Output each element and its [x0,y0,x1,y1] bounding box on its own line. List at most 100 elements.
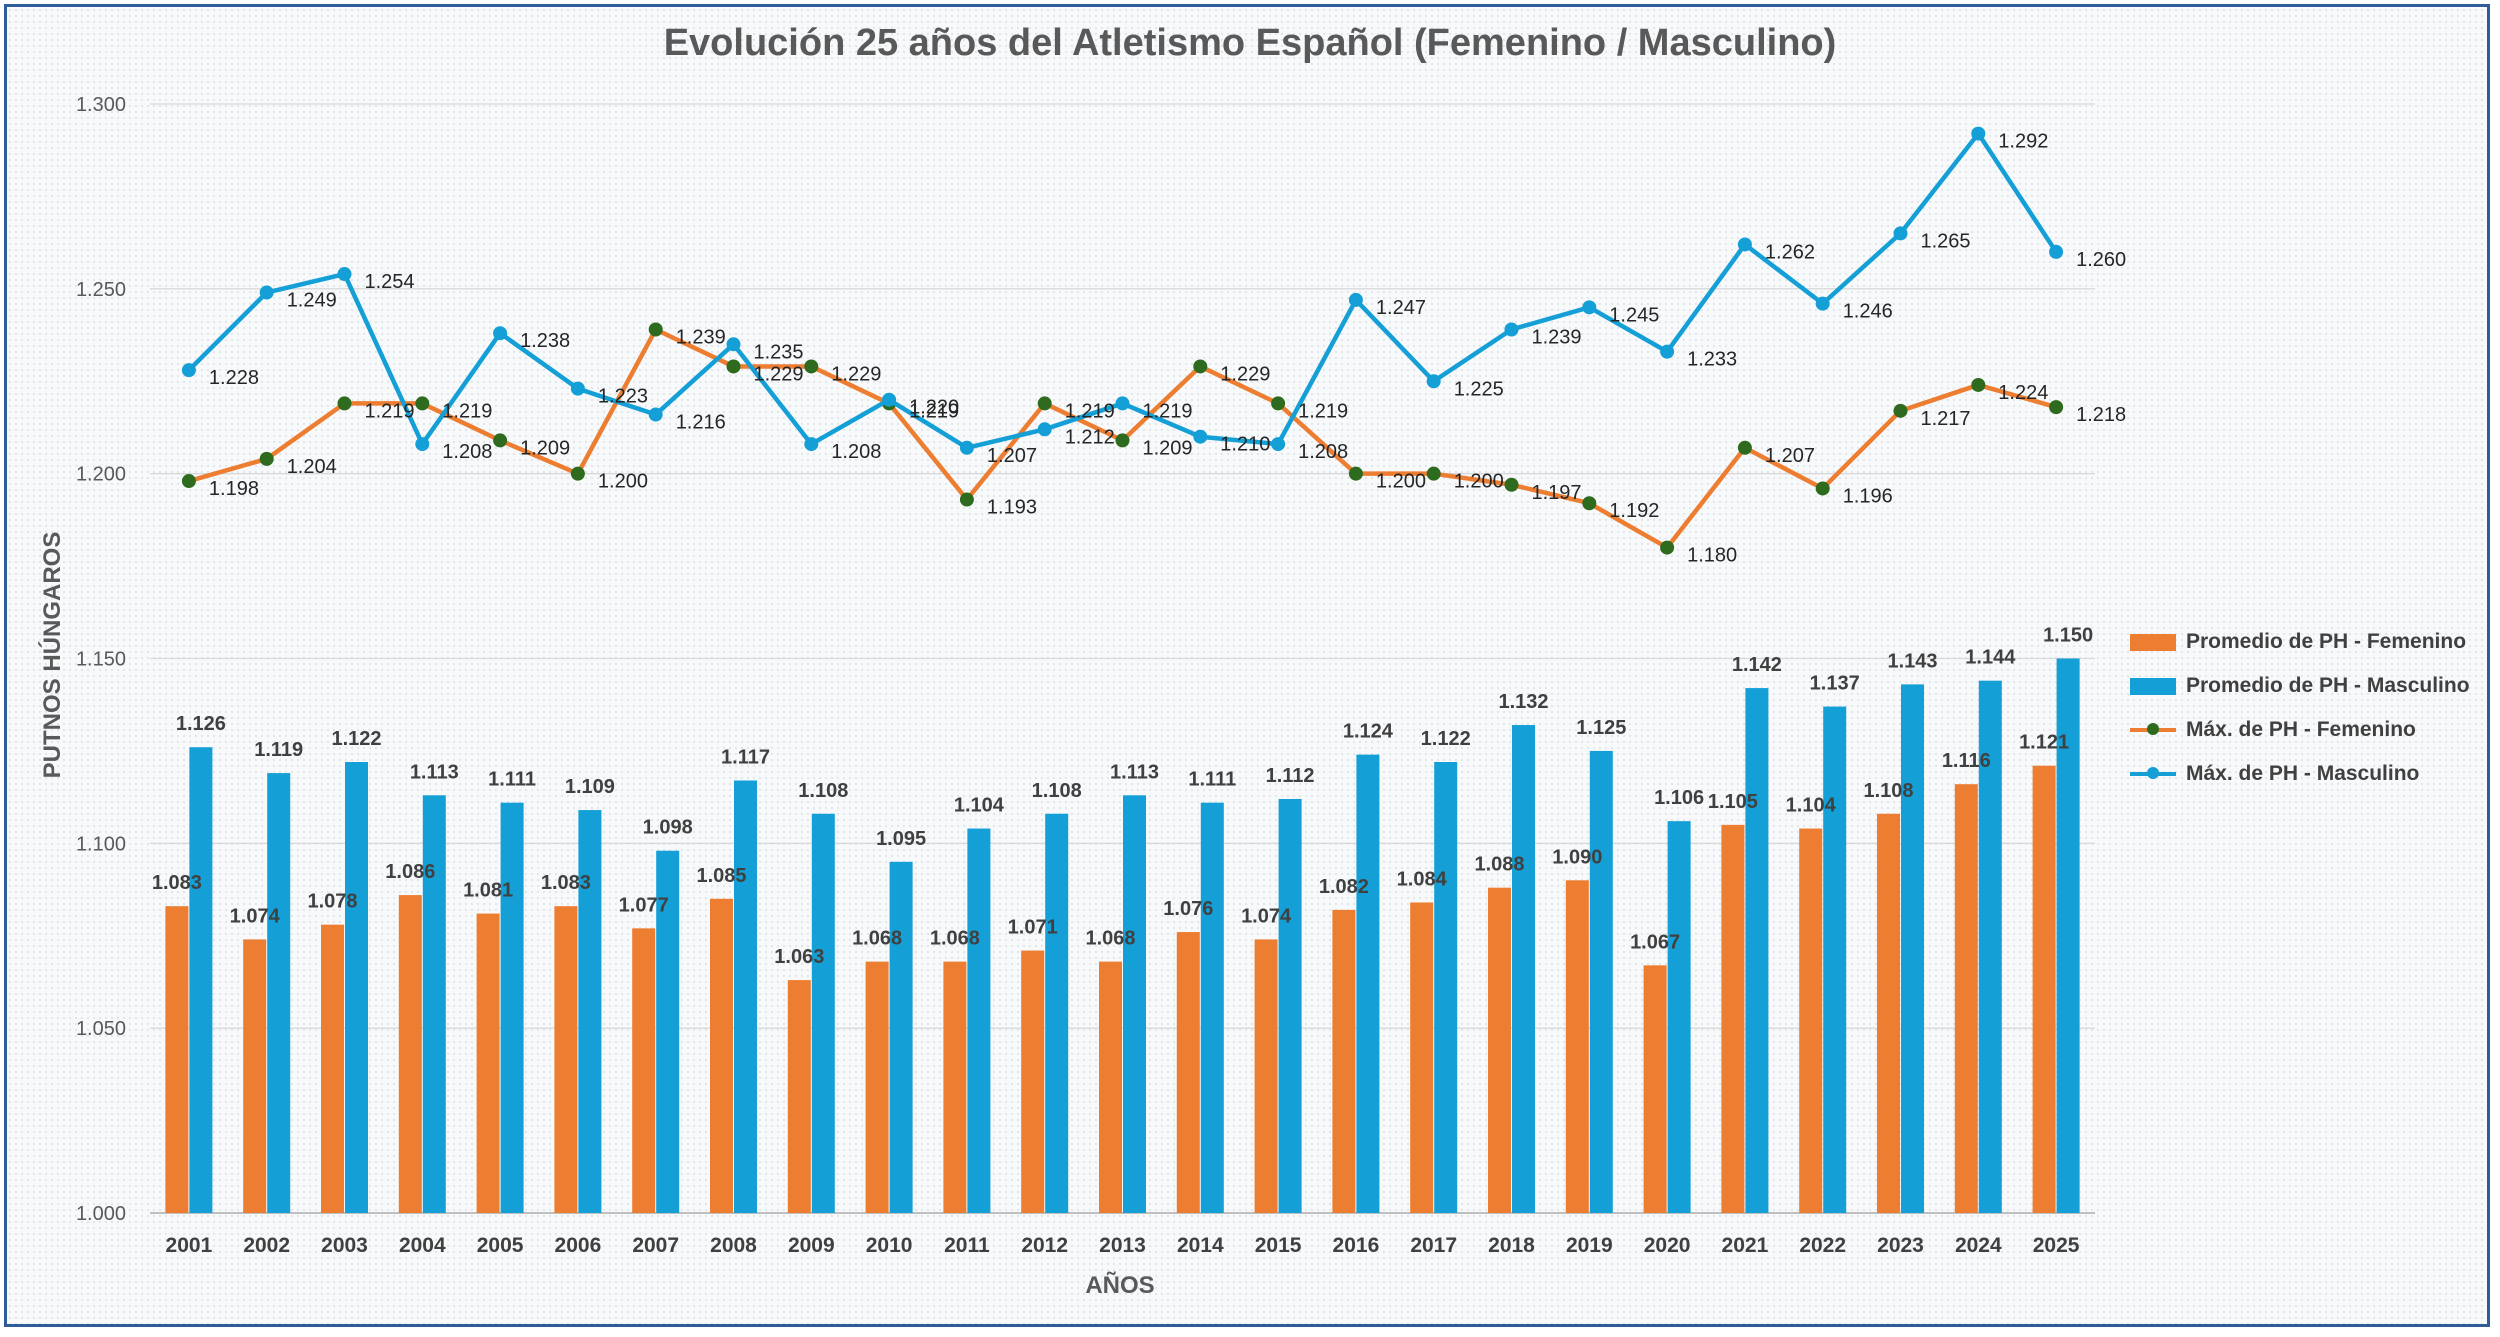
x-tick-label: 2016 [1333,1234,1380,1257]
bar-label-femenino: 1.068 [1085,928,1135,950]
bar-femenino [1565,880,1589,1213]
point-max-femenino [2049,400,2064,415]
bar-masculino [1045,813,1069,1213]
bar-label-femenino: 1.088 [1474,854,1524,876]
point-max-masculino [1115,396,1130,411]
point-max-masculino [804,437,819,452]
x-tick-label: 2006 [555,1234,602,1257]
line-label-femenino: 1.197 [1532,482,1582,504]
bar-masculino [1434,762,1458,1213]
line-label-masculino: 1.216 [676,412,726,434]
line-label-masculino: 1.238 [520,330,570,352]
y-tick-label: 1.300 [76,94,126,116]
x-tick-label: 2017 [1410,1234,1457,1257]
line-label-femenino: 1.204 [287,456,337,478]
legend-item[interactable]: Promedio de PH - Femenino [2130,620,2470,664]
bar-masculino [1356,754,1380,1213]
bar-femenino [321,924,344,1213]
bar-femenino [1176,932,1200,1213]
bar-label-masculino: 1.143 [1887,650,1937,672]
bar-masculino [1589,750,1613,1213]
bar-masculino [889,861,913,1213]
legend-item[interactable]: Promedio de PH - Masculino [2130,664,2470,708]
bar-label-femenino: 1.116 [1942,750,1991,772]
legend-item[interactable]: Máx. de PH - Masculino [2130,752,2470,796]
bar-masculino [1667,821,1691,1213]
point-max-masculino [648,407,663,422]
bar-label-masculino: 1.117 [721,746,770,768]
point-max-femenino [1115,433,1130,448]
bar-label-femenino: 1.083 [152,872,202,894]
bar-label-femenino: 1.090 [1552,846,1602,868]
bar-masculino [1512,725,1535,1213]
bar-masculino [578,810,602,1213]
point-max-femenino [1504,477,1519,492]
bar-masculino [1978,680,2002,1213]
bar-label-masculino: 1.104 [954,795,1005,817]
line-label-femenino: 1.180 [1687,545,1737,567]
gridlines [150,103,2095,1214]
bar-label-masculino: 1.111 [488,769,536,791]
bar-femenino [1332,909,1356,1213]
y-tick-label: 1.050 [76,1018,126,1040]
point-max-femenino [570,466,585,481]
line-label-masculino: 1.265 [1921,230,1971,252]
line-label-femenino: 1.229 [831,363,881,385]
line-label-masculino: 1.247 [1376,297,1426,319]
point-max-masculino [1971,126,1986,141]
x-tick-label: 2002 [243,1234,290,1257]
x-tick-label: 2015 [1255,1234,1302,1257]
x-tick-label: 2004 [399,1234,446,1257]
bar-femenino [1254,939,1278,1213]
bar-label-femenino: 1.083 [541,872,591,894]
legend-swatch-bar-femenino [2130,633,2176,651]
bar-label-femenino: 1.082 [1319,876,1369,898]
bar-label-masculino: 1.144 [1965,647,2016,669]
bar-label-masculino: 1.124 [1343,721,1394,743]
point-max-masculino [726,337,741,352]
line-label-masculino: 1.210 [1220,434,1270,456]
point-max-femenino [1660,540,1675,555]
line-label-masculino: 1.233 [1687,349,1737,371]
bar-masculino [1278,798,1302,1213]
point-max-masculino [959,440,974,455]
bar-masculino [2056,658,2080,1213]
bar-femenino [865,961,889,1213]
x-tick-label: 2023 [1877,1234,1924,1257]
point-max-masculino [1660,344,1675,359]
y-axis-title: PUTNOS HÚNGAROS [38,532,66,779]
line-label-femenino: 1.192 [1609,500,1659,522]
line-label-femenino: 1.219 [365,400,415,422]
line-label-femenino: 1.193 [987,497,1037,519]
x-tick-label: 2007 [632,1234,679,1257]
point-max-femenino [1893,403,1908,418]
bar-label-femenino: 1.085 [696,865,746,887]
bar-label-masculino: 1.112 [1266,765,1315,787]
bar-label-masculino: 1.119 [254,739,303,761]
point-max-masculino [570,381,585,396]
point-max-masculino [1815,296,1830,311]
y-tick-label: 1.150 [76,649,126,671]
y-tick-label: 1.100 [76,833,126,855]
point-max-masculino [259,285,274,300]
bar-masculino [1745,688,1769,1213]
bar-femenino [476,913,500,1213]
point-max-femenino [1037,396,1052,411]
legend-item[interactable]: Máx. de PH - Femenino [2130,708,2470,752]
line-label-femenino: 1.229 [754,363,804,385]
point-max-masculino [1426,374,1441,389]
line-label-masculino: 1.292 [1998,131,2048,153]
line-label-masculino: 1.228 [209,367,259,389]
line-label-femenino: 1.219 [1065,400,1115,422]
line-label-masculino: 1.246 [1843,301,1893,323]
line-label-femenino: 1.207 [1765,445,1815,467]
line-label-femenino: 1.217 [1921,408,1971,430]
bar-masculino [1823,706,1847,1213]
line-label-masculino: 1.219 [1143,400,1193,422]
line-label-femenino: 1.218 [2076,404,2126,426]
line-label-femenino: 1.219 [909,400,959,422]
point-max-femenino [1971,377,1986,392]
x-tick-label: 2011 [944,1234,990,1257]
point-max-femenino [415,396,430,411]
line-label-masculino: 1.260 [2076,249,2126,271]
